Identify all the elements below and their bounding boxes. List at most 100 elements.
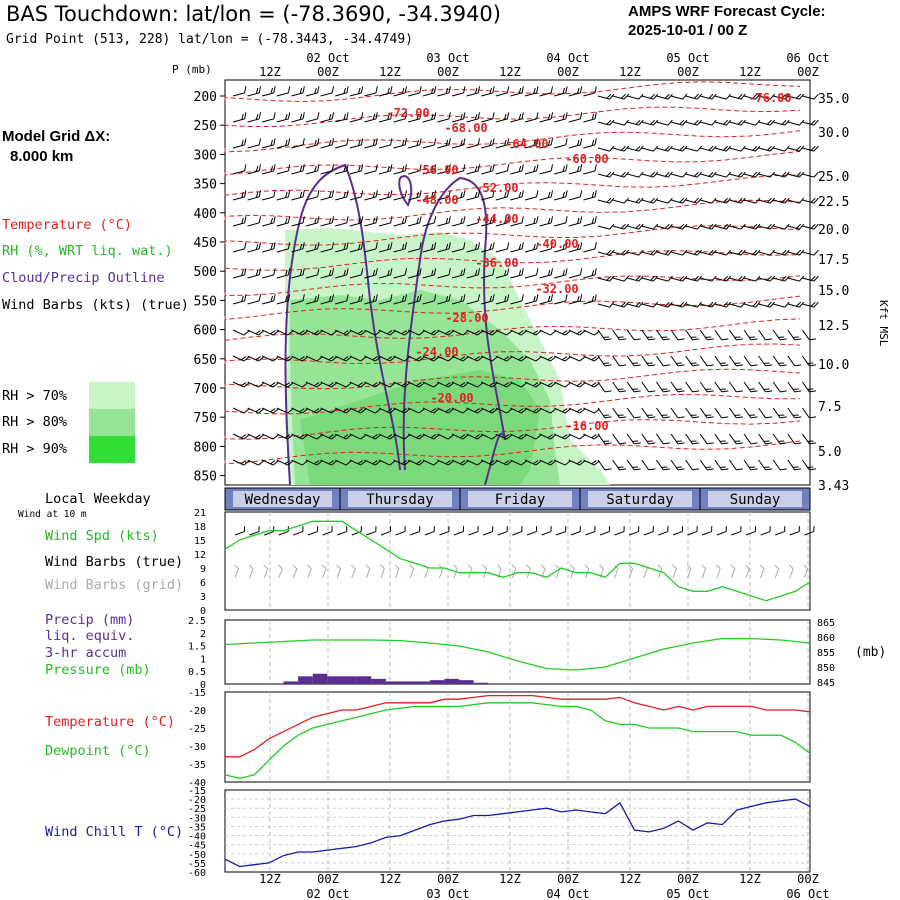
wind-barb-flag bbox=[474, 330, 480, 335]
wind-barb-shaft bbox=[378, 196, 391, 201]
wind-barb-flag bbox=[270, 382, 276, 387]
wind-barb-shaft bbox=[393, 407, 405, 414]
wind-barb-grid-shaft bbox=[365, 568, 371, 579]
wind-barb-true-shaft bbox=[395, 531, 406, 536]
wind-barb bbox=[758, 223, 776, 230]
wind-barb-flag bbox=[535, 408, 542, 414]
wind-barb-flag bbox=[769, 171, 776, 178]
wind-barb-true-shaft bbox=[439, 531, 449, 536]
wind-barb-flag bbox=[609, 145, 615, 152]
wind-barb-flag bbox=[726, 93, 732, 100]
wind-barb-shaft bbox=[364, 459, 376, 466]
wind-barb-flag bbox=[635, 197, 641, 203]
wind-barb-true bbox=[760, 526, 771, 536]
wind-barb bbox=[422, 294, 437, 305]
wind-barb-flag bbox=[287, 112, 291, 119]
wind-barb-flag bbox=[784, 275, 790, 282]
wind-barb-true-flag bbox=[696, 526, 698, 532]
wind-barb-flag bbox=[445, 330, 451, 335]
wind-barb-shaft bbox=[451, 407, 464, 414]
wind-barb-true-flag bbox=[740, 526, 742, 532]
wind-barb-grid bbox=[234, 564, 239, 579]
wind-barb bbox=[539, 164, 554, 175]
wind-barb-flag bbox=[401, 460, 407, 465]
wind-barb-shaft bbox=[714, 147, 727, 152]
wind-barb-flag bbox=[272, 434, 279, 440]
wind-barb-flag bbox=[562, 87, 565, 94]
wind-barb-flag bbox=[765, 416, 773, 419]
wind-barb-flag bbox=[650, 275, 656, 281]
wind-barb-shaft bbox=[437, 118, 450, 123]
wind-barb-shaft bbox=[714, 225, 727, 230]
wind-barb-shaft bbox=[364, 433, 376, 440]
wind-barb-flag bbox=[389, 356, 396, 362]
wind-barb-flag bbox=[255, 408, 261, 413]
wind-barb-shaft bbox=[481, 118, 493, 123]
wind-barb bbox=[670, 197, 688, 204]
wind-barb-shaft bbox=[714, 355, 723, 367]
wind-barb bbox=[437, 329, 454, 336]
wind-barb-true bbox=[337, 526, 348, 536]
precip-bar bbox=[400, 681, 416, 684]
wind-barb-flag bbox=[504, 295, 507, 302]
wind-barb-flag bbox=[360, 242, 364, 249]
wind-barb-flag bbox=[328, 113, 332, 120]
wind-barb bbox=[670, 381, 685, 393]
wind-barb bbox=[335, 268, 349, 279]
wind-barb-flag bbox=[416, 139, 419, 146]
wind-barb-flag bbox=[401, 139, 405, 146]
wind-barb bbox=[743, 433, 758, 445]
wind-barb-flag bbox=[372, 295, 376, 302]
wind-barb-shaft bbox=[422, 170, 435, 175]
wind-barb-flag bbox=[576, 408, 583, 413]
wind-barb-flag bbox=[431, 191, 434, 198]
wind-barb-flag bbox=[667, 249, 673, 256]
wind-barb bbox=[393, 164, 408, 175]
wind-barb-flag bbox=[416, 191, 419, 198]
wind-barb-flag bbox=[345, 460, 352, 466]
wind-barb-shaft bbox=[393, 144, 406, 149]
wind-barb-shaft bbox=[276, 92, 289, 97]
wind-barb-shaft bbox=[787, 381, 796, 393]
wind-barb-shaft bbox=[247, 274, 260, 279]
wind-barb bbox=[714, 145, 732, 152]
wind-barb-flag bbox=[577, 295, 580, 302]
bottom-hour-label: 00Z bbox=[797, 872, 819, 886]
wind-barb-shaft bbox=[276, 196, 289, 201]
wind-barb bbox=[656, 301, 673, 308]
wind-barb-flag bbox=[736, 442, 743, 445]
wind-barb bbox=[393, 459, 411, 466]
wind-barb-flag bbox=[241, 139, 244, 146]
wind-barb-shaft bbox=[247, 170, 260, 175]
wind-barb-shaft bbox=[495, 144, 508, 149]
wind-barb-shaft bbox=[568, 274, 581, 279]
wind-barb-true-flag bbox=[243, 526, 246, 532]
wind-barb-flag bbox=[372, 356, 378, 361]
wind-barb-shaft bbox=[729, 147, 742, 152]
wind-barb-shaft bbox=[773, 121, 785, 126]
wind-barb-flag bbox=[372, 217, 376, 224]
wind-barb-flag bbox=[632, 362, 639, 364]
wind-barb-flag bbox=[781, 249, 787, 255]
wind-barb bbox=[685, 171, 703, 178]
wind-barb-true-flag bbox=[360, 526, 362, 532]
wind-barb-flag bbox=[769, 223, 776, 230]
wind-barb-grid-flag bbox=[569, 564, 575, 569]
height-axis-label: 5.0 bbox=[818, 445, 841, 460]
wind-barb-flag bbox=[769, 145, 776, 152]
wind-barb-flag bbox=[723, 301, 729, 307]
wind-barb bbox=[510, 294, 524, 305]
wind-barb-flag bbox=[533, 295, 536, 302]
wind-barb-flag bbox=[579, 86, 583, 93]
wind-barb bbox=[393, 329, 411, 336]
wind-barb-flag bbox=[285, 191, 288, 198]
wind-barb bbox=[276, 138, 291, 149]
wind-barb-grid-shaft bbox=[643, 568, 648, 579]
wind-barb bbox=[466, 268, 481, 279]
wind-barb-flag bbox=[550, 294, 554, 301]
wind-barb-flag bbox=[550, 112, 554, 119]
wind-barb-shaft bbox=[276, 248, 289, 253]
wind-barb-shaft bbox=[656, 199, 669, 204]
wind-barb bbox=[655, 355, 670, 367]
wind-barb bbox=[320, 294, 335, 305]
